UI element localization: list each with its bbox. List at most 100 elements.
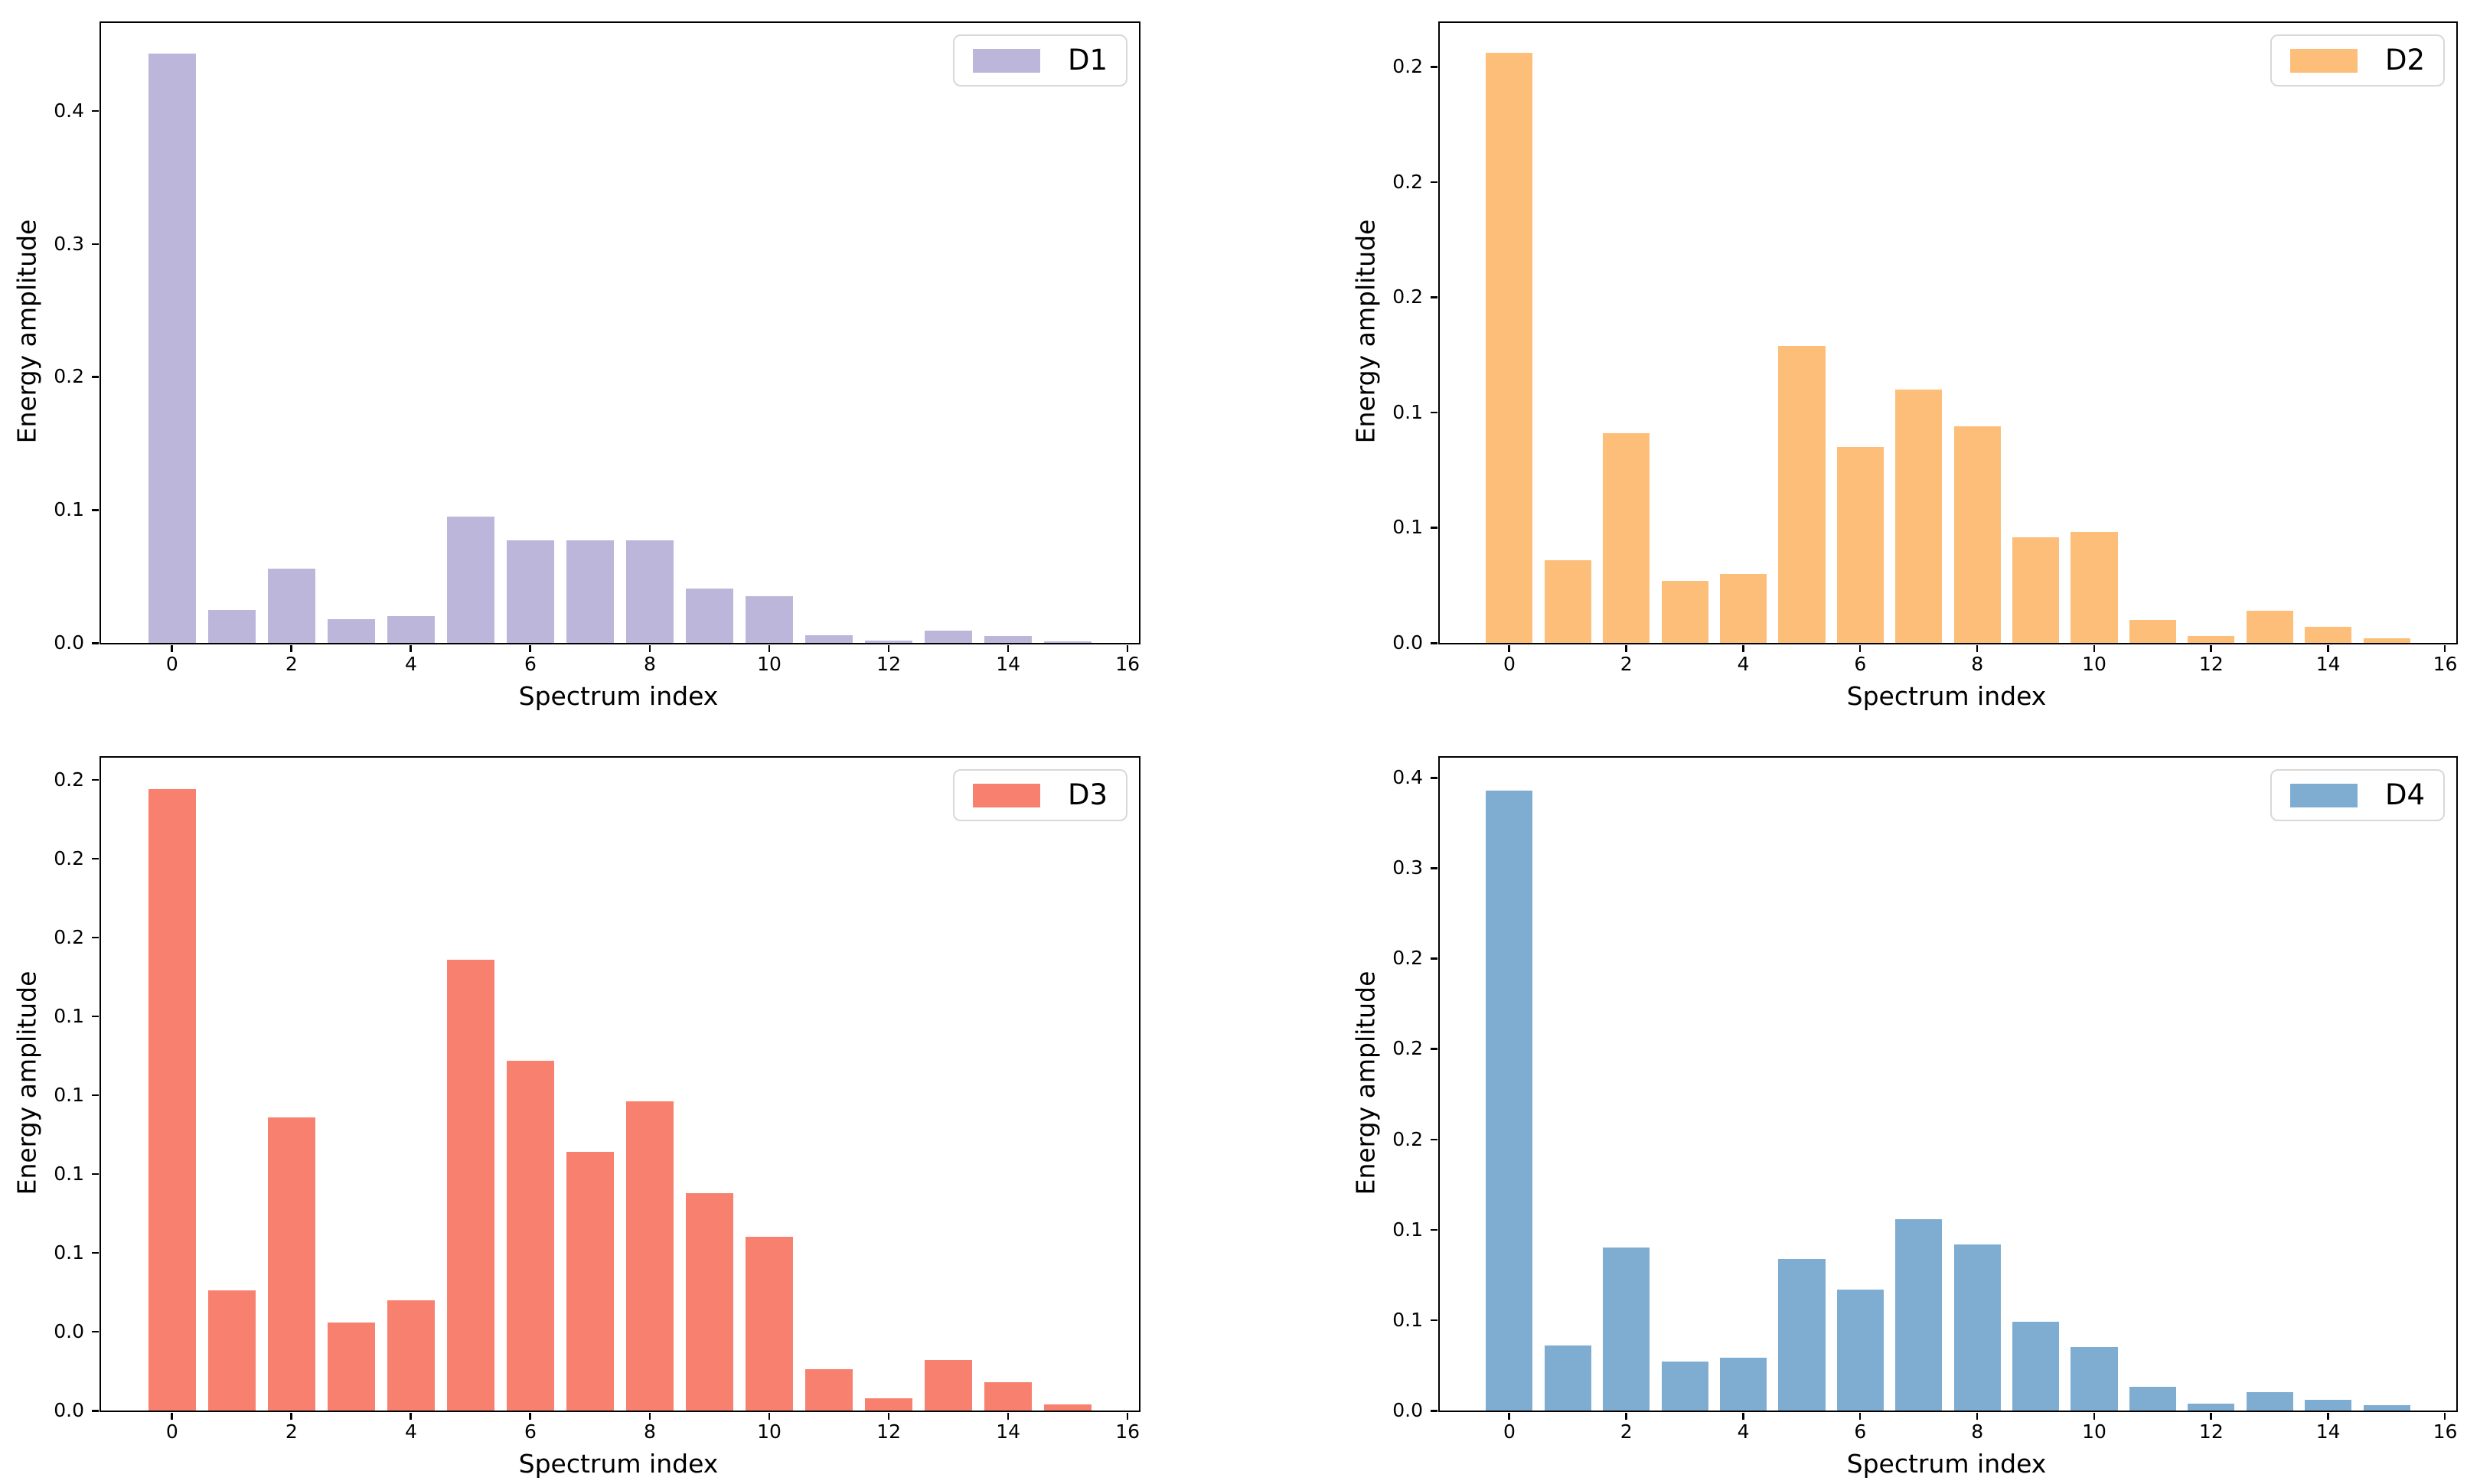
x-tick-label: 6 xyxy=(1854,1420,1867,1443)
bar-d2-11 xyxy=(2129,619,2176,643)
y-tick-label: 0.2 xyxy=(1392,170,1423,193)
bar-d4-13 xyxy=(2246,1392,2293,1411)
x-tick-label: 2 xyxy=(1620,653,1633,675)
y-tick xyxy=(92,1330,99,1333)
y-tick xyxy=(92,243,99,246)
x-tick-label: 8 xyxy=(1971,653,1984,675)
bar-d3-3 xyxy=(327,1322,376,1411)
bar-d3-7 xyxy=(566,1152,615,1411)
y-tick-label: 0.1 xyxy=(54,1004,84,1027)
x-tick-label: 0 xyxy=(165,653,178,675)
x-tick xyxy=(1625,645,1627,652)
bar-d1-1 xyxy=(207,609,256,643)
x-axis-label: Spectrum index xyxy=(1846,1449,2047,1479)
x-tick xyxy=(410,1413,412,1420)
y-tick xyxy=(92,1251,99,1254)
x-tick xyxy=(2443,645,2446,652)
x-tick-label: 4 xyxy=(1737,1420,1750,1443)
x-tick-label: 14 xyxy=(2315,653,2341,675)
y-tick-label: 0.2 xyxy=(54,365,84,388)
x-tick xyxy=(1625,1413,1627,1420)
x-tick-label: 0 xyxy=(165,1420,178,1443)
legend-label-d2: D2 xyxy=(2384,44,2425,77)
x-tick-label: 6 xyxy=(524,1420,537,1443)
bar-d4-11 xyxy=(2129,1387,2176,1411)
bar-d2-5 xyxy=(1778,345,1826,643)
y-tick xyxy=(1431,296,1437,298)
axes-d3: 0.0 0.0 0.1 0.1 0.1 0.1 0.2 0.2 0.2 0 2 4 6 8 10 12 14 16… xyxy=(54,756,1140,1443)
bar-d4-15 xyxy=(2363,1404,2410,1411)
axes-d2: 0.0 0.1 0.1 0.2 0.2 0.2 0 2 4 6 8 10 12 14 16 D2 xyxy=(1392,21,2458,675)
x-tick xyxy=(171,1413,173,1420)
bar-d3-0 xyxy=(148,789,197,1411)
y-tick-label: 0.1 xyxy=(54,1162,84,1185)
x-tick xyxy=(1007,645,1010,652)
bar-d3-15 xyxy=(1043,1404,1092,1411)
x-tick xyxy=(290,645,292,652)
bar-d4-8 xyxy=(1953,1244,2001,1411)
x-tick xyxy=(1508,645,1510,652)
legend-swatch-d2 xyxy=(2289,48,2358,73)
bar-d3-9 xyxy=(685,1192,734,1411)
y-tick-label: 0.1 xyxy=(54,498,84,521)
bar-d1-15 xyxy=(1043,641,1092,643)
bar-d2-3 xyxy=(1661,580,1708,643)
bar-d3-5 xyxy=(446,959,495,1411)
x-tick xyxy=(529,645,531,652)
bar-d1-8 xyxy=(625,540,674,643)
bar-d3-1 xyxy=(207,1290,256,1411)
y-tick-label: 0.0 xyxy=(54,1319,84,1342)
bar-d1-13 xyxy=(924,631,973,643)
y-tick-label: 0.0 xyxy=(54,631,84,654)
bar-d2-10 xyxy=(2071,532,2118,643)
x-tick-label: 0 xyxy=(1503,1420,1516,1443)
y-tick xyxy=(1431,1319,1437,1322)
bar-d2-7 xyxy=(1895,389,1943,643)
bar-d1-14 xyxy=(984,636,1033,643)
x-tick-label: 10 xyxy=(2082,653,2106,675)
bar-d3-4 xyxy=(387,1300,436,1411)
bar-d4-9 xyxy=(2012,1322,2060,1411)
y-tick xyxy=(92,857,99,860)
x-tick-label: 16 xyxy=(1115,653,1140,675)
y-tick-label: 0.2 xyxy=(1392,1127,1423,1150)
y-tick xyxy=(92,1094,99,1097)
bar-d2-1 xyxy=(1544,559,1591,643)
x-tick-label: 16 xyxy=(2433,1420,2458,1443)
bar-d2-13 xyxy=(2246,610,2293,643)
bar-d2-0 xyxy=(1486,53,1533,643)
x-tick-label: 8 xyxy=(1971,1420,1984,1443)
bar-d1-11 xyxy=(804,634,853,643)
x-tick-label: 10 xyxy=(2082,1420,2106,1443)
y-axis-label: Energy amplitude xyxy=(11,970,42,1195)
x-tick xyxy=(887,645,890,652)
bar-d2-4 xyxy=(1720,573,1767,643)
bar-d2-6 xyxy=(1836,447,1884,643)
x-tick-label: 6 xyxy=(524,653,537,675)
x-tick xyxy=(1976,645,1979,652)
x-tick-label: 10 xyxy=(757,1420,782,1443)
x-tick xyxy=(1007,1413,1010,1420)
x-tick xyxy=(1126,1413,1129,1420)
bar-d3-11 xyxy=(804,1369,853,1411)
y-tick-label: 0.4 xyxy=(54,99,84,122)
bar-d4-6 xyxy=(1836,1289,1884,1411)
bar-d4-7 xyxy=(1895,1218,1943,1411)
subplot-d4: Energy amplitude 0.0 0.1 0.1 0.2 0.2 0.2 0.3 0.… xyxy=(1233,742,2467,1484)
y-tick xyxy=(92,936,99,939)
y-tick-label: 0.0 xyxy=(1392,1399,1423,1421)
x-tick xyxy=(1858,645,1862,652)
y-tick xyxy=(1431,527,1437,529)
y-tick-label: 0.1 xyxy=(54,1083,84,1106)
x-tick-label: 0 xyxy=(1503,653,1516,675)
x-tick-label: 12 xyxy=(876,653,901,675)
x-tick-label: 6 xyxy=(1854,653,1867,675)
x-tick xyxy=(529,1413,531,1420)
x-tick xyxy=(768,645,771,652)
x-axis-label: Spectrum index xyxy=(1846,681,2047,711)
bar-d4-5 xyxy=(1778,1258,1826,1411)
bar-d3-8 xyxy=(625,1101,674,1411)
bar-d1-7 xyxy=(566,540,615,643)
legend-swatch-d3 xyxy=(972,783,1040,807)
x-tick-label: 14 xyxy=(996,1420,1021,1443)
